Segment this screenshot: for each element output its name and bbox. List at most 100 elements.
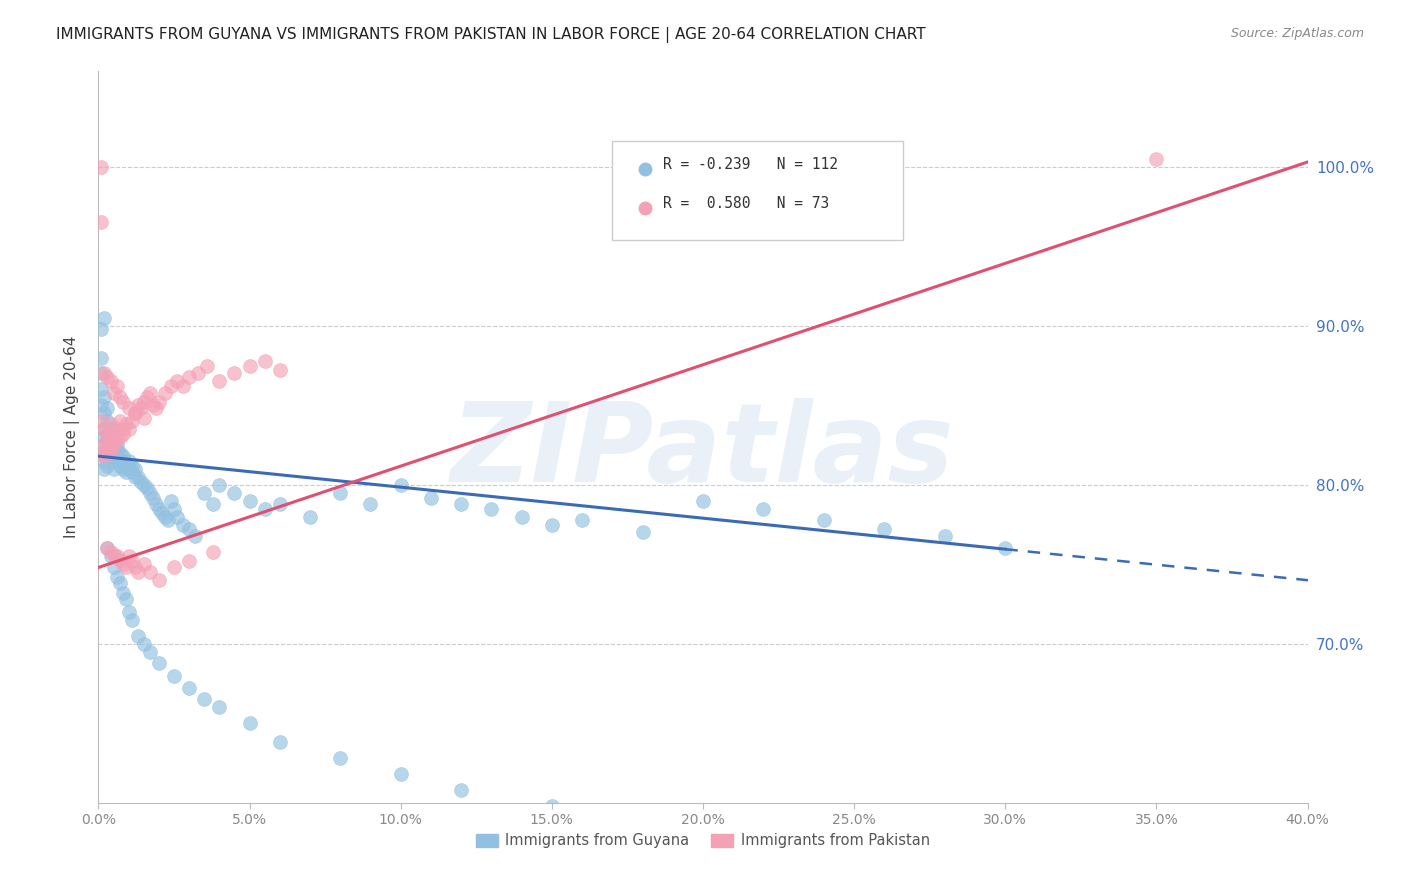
Point — [481, 501, 503, 516]
Point — [184, 529, 207, 543]
Point — [269, 363, 291, 377]
Point — [195, 359, 218, 373]
Point — [100, 544, 122, 558]
Point — [193, 692, 215, 706]
Point — [103, 548, 125, 562]
Point — [540, 517, 562, 532]
Point — [96, 458, 118, 473]
Point — [121, 554, 143, 568]
Point — [135, 481, 157, 495]
Point — [111, 395, 134, 409]
Point — [96, 442, 118, 457]
Point — [121, 414, 143, 428]
Point — [100, 442, 122, 457]
Point — [93, 430, 115, 444]
Point — [100, 446, 122, 460]
Point — [111, 558, 134, 572]
Point — [108, 454, 131, 468]
Point — [108, 576, 131, 591]
Point — [127, 629, 149, 643]
Point — [187, 367, 209, 381]
Point — [132, 637, 155, 651]
Point — [540, 799, 562, 814]
Point — [148, 395, 170, 409]
Point — [108, 446, 131, 460]
Point — [127, 566, 149, 580]
Point — [114, 458, 136, 473]
Point — [139, 485, 162, 500]
Y-axis label: In Labor Force | Age 20-64: In Labor Force | Age 20-64 — [63, 336, 80, 538]
Point — [202, 497, 225, 511]
Point — [96, 401, 118, 416]
Point — [132, 411, 155, 425]
Point — [239, 359, 262, 373]
FancyBboxPatch shape — [613, 141, 903, 240]
Point — [124, 406, 146, 420]
Point — [105, 434, 128, 448]
Point — [193, 485, 215, 500]
Point — [93, 454, 115, 468]
Point — [148, 573, 170, 587]
Point — [208, 700, 231, 714]
Point — [96, 426, 118, 441]
Point — [100, 449, 122, 463]
Point — [100, 438, 122, 452]
Point — [224, 367, 246, 381]
Point — [813, 513, 835, 527]
Point — [118, 462, 141, 476]
Point — [118, 549, 141, 564]
Point — [90, 414, 112, 428]
Point — [202, 544, 225, 558]
Point — [111, 426, 134, 441]
Point — [179, 522, 201, 536]
Point — [90, 322, 112, 336]
Text: R = -0.239   N = 112: R = -0.239 N = 112 — [664, 157, 838, 172]
Point — [96, 414, 118, 428]
Point — [93, 438, 115, 452]
Point — [96, 434, 118, 448]
Point — [100, 375, 122, 389]
Point — [139, 645, 162, 659]
Point — [163, 560, 186, 574]
Point — [93, 438, 115, 452]
Point — [118, 422, 141, 436]
Point — [121, 613, 143, 627]
Point — [93, 390, 115, 404]
Point — [153, 509, 176, 524]
Point — [103, 438, 125, 452]
Point — [127, 398, 149, 412]
Point — [111, 586, 134, 600]
Point — [692, 820, 714, 834]
Point — [90, 367, 112, 381]
Point — [118, 401, 141, 416]
Point — [129, 401, 152, 416]
Point — [127, 470, 149, 484]
Point — [179, 369, 201, 384]
Point — [172, 517, 194, 532]
Point — [105, 570, 128, 584]
Point — [93, 310, 115, 325]
Point — [96, 369, 118, 384]
Legend: Immigrants from Guyana, Immigrants from Pakistan: Immigrants from Guyana, Immigrants from … — [471, 828, 935, 854]
Point — [103, 438, 125, 452]
Point — [389, 477, 412, 491]
Point — [139, 385, 162, 400]
Point — [450, 497, 472, 511]
Point — [121, 465, 143, 479]
Point — [150, 507, 173, 521]
Point — [103, 446, 125, 460]
Point — [124, 406, 146, 420]
Point — [111, 422, 134, 436]
Point — [160, 379, 183, 393]
Point — [90, 351, 112, 365]
Point — [103, 385, 125, 400]
Point — [111, 454, 134, 468]
Point — [239, 716, 262, 731]
Point — [148, 501, 170, 516]
Point — [389, 767, 412, 781]
Point — [124, 560, 146, 574]
Point — [111, 462, 134, 476]
Point — [873, 522, 896, 536]
Point — [96, 541, 118, 556]
Text: R =  0.580   N = 73: R = 0.580 N = 73 — [664, 196, 830, 211]
